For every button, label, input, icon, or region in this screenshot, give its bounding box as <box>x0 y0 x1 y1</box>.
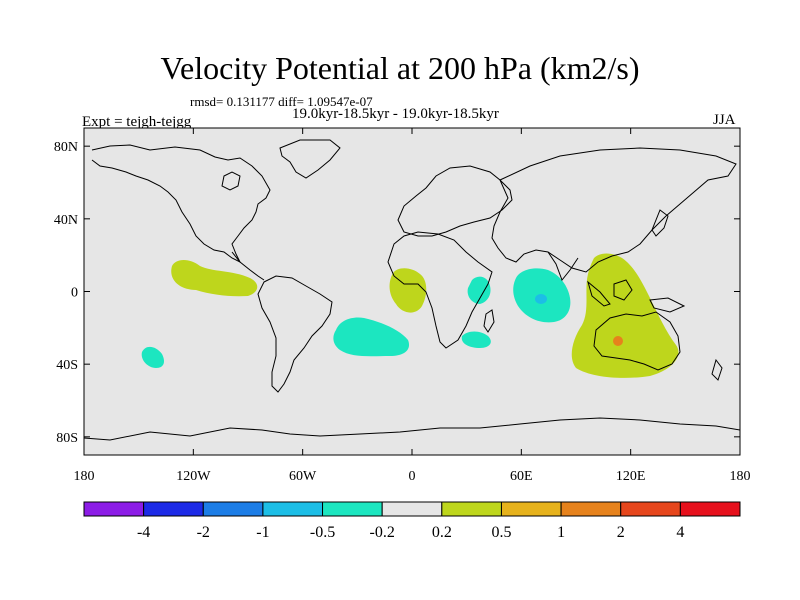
madagascar-coastline <box>483 309 495 333</box>
anomaly-fields <box>141 253 679 378</box>
colorbar-swatch <box>560 501 622 517</box>
lon-tick-label: 0 <box>409 469 416 484</box>
africa-coastline <box>387 231 493 349</box>
colorbar-label: -2 <box>197 524 210 541</box>
north-america-coastline <box>91 144 271 264</box>
colorbar-swatch <box>202 501 264 517</box>
colorbar-label: 2 <box>617 524 625 541</box>
southeast-asia-australia-positive-region <box>571 253 679 378</box>
colorbar-swatch <box>500 501 562 517</box>
lon-tick-label: 60W <box>289 469 317 484</box>
colorbar-swatch <box>441 501 502 517</box>
colorbar-swatch <box>322 501 383 517</box>
japan-coastline <box>651 209 669 237</box>
western-australia-max-region <box>613 336 623 346</box>
lon-tick-label: 180 <box>74 469 95 484</box>
greenland-coastline <box>279 139 341 179</box>
central-america-coastline <box>231 251 265 281</box>
hudson-bay-coastline <box>221 171 241 191</box>
borneo-coastline <box>613 279 633 301</box>
south-pacific-negative-region <box>141 346 164 368</box>
east-africa-negative-region <box>467 276 491 304</box>
period-label: 19.0kyr-18.5kyr - 19.0kyr-18.5kyr <box>292 106 499 122</box>
antarctica-coastline <box>84 417 740 441</box>
lon-tick-label: 120E <box>616 469 646 484</box>
eastern-pacific-positive-region <box>171 260 258 297</box>
new-zealand-coastline <box>711 358 723 381</box>
lat-tick-label: 40S <box>56 358 78 373</box>
lat-tick-label: 80N <box>54 140 78 155</box>
lon-tick-label: 120W <box>176 469 211 484</box>
arabian-sea-min-region <box>535 294 547 304</box>
rmsd-diff-stats: rmsd= 0.131177 diff= 1.09547e-07 <box>190 94 373 109</box>
coastlines <box>84 139 740 441</box>
sumatra-coastline <box>587 280 611 307</box>
colorbar: -4 -2 -1 -0.5 -0.2 0.2 0.5 1 2 4 <box>83 501 741 541</box>
lon-tick-label: 180 <box>730 469 751 484</box>
colorbar-label: 0.5 <box>491 524 511 541</box>
experiment-label: Expt = tejgh-tejgg <box>82 114 192 130</box>
south-america-coastline <box>257 275 333 393</box>
colorbar-swatch <box>679 501 741 517</box>
longitude-axis: 180 120W 60W 0 60E 120E 180 <box>74 128 751 484</box>
europe-coastline <box>397 165 513 237</box>
colorbar-label: -1 <box>256 524 269 541</box>
australia-coastline <box>593 311 681 371</box>
lat-tick-label: 80S <box>56 431 78 446</box>
lat-tick-label: 40N <box>54 213 78 228</box>
colorbar-swatch <box>620 501 681 517</box>
lon-tick-label: 60E <box>510 469 533 484</box>
colorbar-swatch <box>262 501 324 517</box>
season-label: JJA <box>713 112 736 128</box>
colorbar-label: -0.2 <box>370 524 395 541</box>
plot-title: Velocity Potential at 200 hPa (km2/s) <box>160 50 640 86</box>
colorbar-swatch <box>83 501 145 517</box>
colorbar-swatch <box>381 501 443 517</box>
lat-tick-label: 0 <box>71 286 78 301</box>
asia-coastline <box>491 147 737 273</box>
colorbar-label: -4 <box>137 524 150 541</box>
colorbar-swatch <box>143 501 204 517</box>
colorbar-label: 0.2 <box>432 524 452 541</box>
southern-africa-negative-region <box>461 331 491 348</box>
india-coastline <box>547 251 579 281</box>
colorbar-label: -0.5 <box>310 524 335 541</box>
south-atlantic-negative-region <box>333 317 410 357</box>
colorbar-label: 1 <box>557 524 565 541</box>
new-guinea-coastline <box>649 297 686 313</box>
latitude-axis: 80N 40N 0 40S 80S <box>54 140 740 446</box>
colorbar-label: 4 <box>676 524 684 541</box>
